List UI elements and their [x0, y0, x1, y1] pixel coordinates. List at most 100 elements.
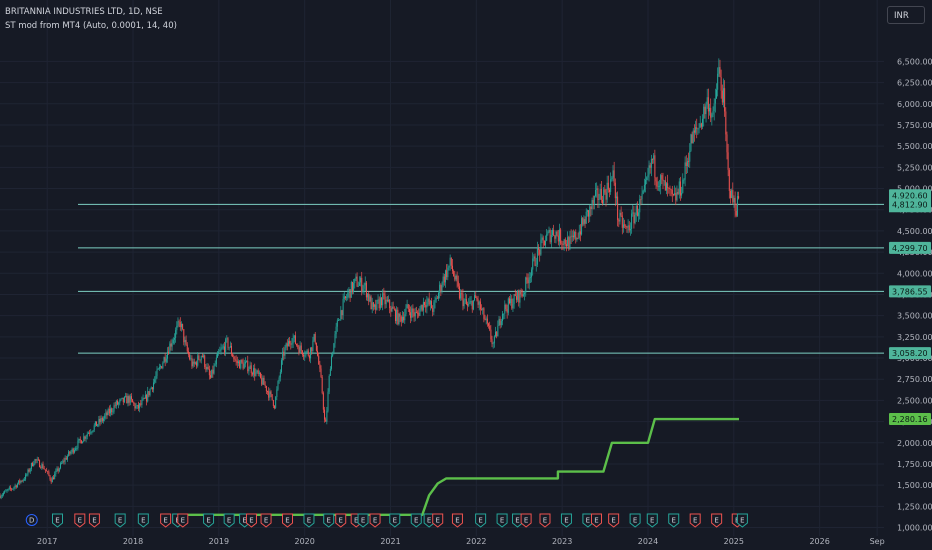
earnings-marker[interactable]: E: [335, 513, 347, 528]
price-candle-body: [606, 182, 608, 200]
earnings-marker[interactable]: E: [711, 513, 723, 528]
earnings-marker[interactable]: E: [177, 513, 189, 528]
earnings-marker[interactable]: E: [369, 513, 381, 528]
earnings-marker[interactable]: E: [52, 513, 64, 528]
earnings-marker[interactable]: E: [223, 513, 235, 528]
price-candle-body: [225, 339, 227, 353]
currency-button[interactable]: INR: [887, 6, 925, 24]
earnings-marker[interactable]: E: [689, 513, 701, 528]
earnings-marker[interactable]: E: [608, 513, 620, 528]
earnings-marker[interactable]: E: [560, 513, 572, 528]
price-candle-body: [655, 177, 657, 182]
price-candle-body: [13, 487, 15, 489]
price-candle-body: [475, 295, 477, 298]
price-candle-body: [657, 186, 659, 187]
price-candle-body: [48, 471, 50, 476]
price-candle-body: [0, 495, 1, 498]
dividend-marker[interactable]: D: [25, 514, 38, 526]
price-candle-body: [442, 276, 444, 286]
price-candle-body: [669, 188, 671, 190]
price-candle-body: [104, 415, 106, 419]
earnings-marker[interactable]: E: [260, 513, 272, 528]
price-tag-background: [889, 413, 931, 426]
earnings-marker[interactable]: E: [432, 513, 444, 528]
earnings-marker[interactable]: E: [629, 513, 641, 528]
price-candle-body: [646, 177, 648, 180]
indicator-legend[interactable]: ST mod from MT4 (Auto, 0.0001, 14, 40): [5, 21, 177, 31]
earnings-marker[interactable]: E: [114, 513, 126, 528]
price-level-tag[interactable]: 3,786.55: [889, 285, 931, 298]
price-candle-body: [553, 229, 555, 236]
price-candle-body: [677, 191, 679, 194]
earnings-marker[interactable]: E: [736, 513, 748, 528]
earnings-marker[interactable]: E: [203, 513, 215, 528]
price-candle-body: [571, 235, 573, 237]
earnings-marker[interactable]: E: [475, 513, 487, 528]
earnings-marker[interactable]: E: [245, 513, 257, 528]
price-candle-body: [424, 302, 426, 306]
price-candle-body: [453, 270, 455, 277]
earnings-marker[interactable]: E: [88, 513, 100, 528]
price-candle-body: [319, 364, 321, 369]
price-candle-body: [593, 195, 595, 204]
price-candle-body: [346, 297, 348, 299]
x-axis-tick-label: 2018: [123, 537, 143, 546]
price-candle-body: [549, 230, 551, 243]
price-candle-body: [217, 352, 219, 358]
price-candle-body: [591, 200, 593, 210]
earnings-badge-shape: [475, 513, 487, 528]
price-candle-body: [333, 343, 335, 355]
price-candle-body: [126, 395, 128, 404]
price-candle-body: [540, 239, 542, 255]
price-candle-body: [85, 436, 87, 439]
price-candle-body: [22, 479, 24, 482]
price-candle-body: [9, 487, 11, 489]
price-candle-body: [68, 451, 70, 457]
price-candle-body: [349, 289, 351, 298]
price-candle-body: [267, 391, 269, 393]
price-candle-body: [535, 264, 537, 266]
event-marker-label: E: [633, 517, 637, 525]
price-candle-body: [563, 239, 565, 245]
y-axis-tick-label: 3,250.00: [897, 333, 932, 342]
earnings-marker[interactable]: E: [137, 513, 149, 528]
earnings-marker[interactable]: E: [282, 513, 294, 528]
indicator-line[interactable]: [180, 417, 739, 516]
price-candle-body: [183, 329, 185, 343]
price-candle-body: [356, 276, 358, 287]
earnings-marker[interactable]: E: [410, 513, 422, 528]
price-candle-body: [389, 299, 391, 309]
price-candle-body: [136, 405, 138, 407]
indicator-value-tag[interactable]: 2,280.16: [889, 413, 931, 426]
earnings-marker[interactable]: E: [357, 513, 369, 528]
price-candle-body: [350, 282, 352, 298]
price-candle-body: [326, 410, 328, 422]
price-candle-body: [526, 277, 528, 280]
price-candle-body: [214, 364, 216, 366]
earnings-marker[interactable]: E: [590, 513, 602, 528]
earnings-marker[interactable]: E: [389, 513, 401, 528]
earnings-marker[interactable]: E: [303, 513, 315, 528]
earnings-marker[interactable]: E: [160, 513, 172, 528]
price-candle-body: [251, 373, 253, 375]
price-candle-body: [344, 296, 346, 299]
price-candle-body: [341, 310, 343, 316]
earnings-marker[interactable]: E: [323, 513, 335, 528]
price-candle-body: [34, 459, 36, 464]
price-level-tag[interactable]: 3,058.20: [889, 347, 931, 360]
earnings-marker[interactable]: E: [74, 513, 86, 528]
earnings-marker[interactable]: E: [520, 513, 532, 528]
price-candle-body: [432, 308, 434, 312]
earnings-marker[interactable]: E: [668, 513, 680, 528]
price-candle-body: [50, 479, 52, 483]
earnings-marker[interactable]: E: [539, 513, 551, 528]
price-candle-body: [446, 270, 448, 278]
earnings-marker[interactable]: E: [451, 513, 463, 528]
price-level-tag[interactable]: 4,812.90: [889, 198, 931, 211]
earnings-marker[interactable]: E: [646, 513, 658, 528]
price-candle-body: [460, 293, 462, 299]
price-candle-body: [433, 302, 435, 312]
price-level-tag[interactable]: 4,299.70: [889, 241, 931, 254]
earnings-marker[interactable]: E: [496, 513, 508, 528]
